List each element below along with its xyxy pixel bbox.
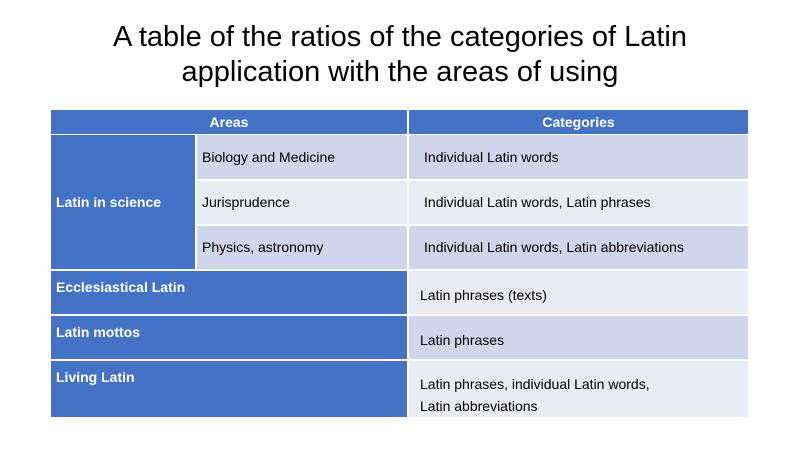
category-cell: Individual Latin words — [407, 134, 748, 180]
table-row: Latin in science Biology and Medicine In… — [51, 134, 748, 270]
area-cell-ecclesiastical-latin: Ecclesiastical Latin — [51, 268, 409, 315]
table-row: Latin mottos Latin phrases — [51, 313, 748, 360]
table-header-row: Areas Categories — [51, 110, 748, 135]
slide-title-line-1: A table of the ratios of the categories … — [113, 21, 687, 53]
table-row: Living Latin Latin phrases, individual L… — [51, 358, 748, 417]
area-cell-latin-mottos: Latin mottos — [51, 313, 409, 360]
table-row: Ecclesiastical Latin Latin phrases (text… — [51, 268, 748, 315]
slide-title-line-2: application with the areas of using — [181, 56, 619, 88]
group-label-latin-in-science: Latin in science — [51, 134, 196, 270]
category-cell-line-2: Latin abbreviations — [420, 397, 538, 414]
category-cell: Individual Latin words, Latin phrases — [407, 178, 748, 225]
area-cell: Physics, astronomy — [194, 223, 409, 270]
category-cell: Latin phrases — [407, 313, 748, 360]
area-cell-living-latin: Living Latin — [51, 358, 409, 417]
category-cell: Individual Latin words, Latin abbreviati… — [407, 223, 748, 270]
category-cell-line-1: Latin phrases, individual Latin words, — [420, 375, 650, 392]
header-areas: Areas — [51, 110, 410, 135]
category-cell: Latin phrases (texts) — [407, 268, 748, 315]
area-cell: Jurisprudence — [194, 178, 409, 225]
category-cell: Latin phrases, individual Latin words, L… — [407, 358, 748, 417]
ratios-table: Areas Categories Latin in science Biolog… — [51, 110, 748, 417]
area-cell: Biology and Medicine — [194, 134, 409, 180]
table-row: Jurisprudence Individual Latin words, La… — [51, 178, 748, 225]
slide-title: A table of the ratios of the categories … — [0, 20, 800, 90]
header-categories: Categories — [408, 110, 748, 135]
